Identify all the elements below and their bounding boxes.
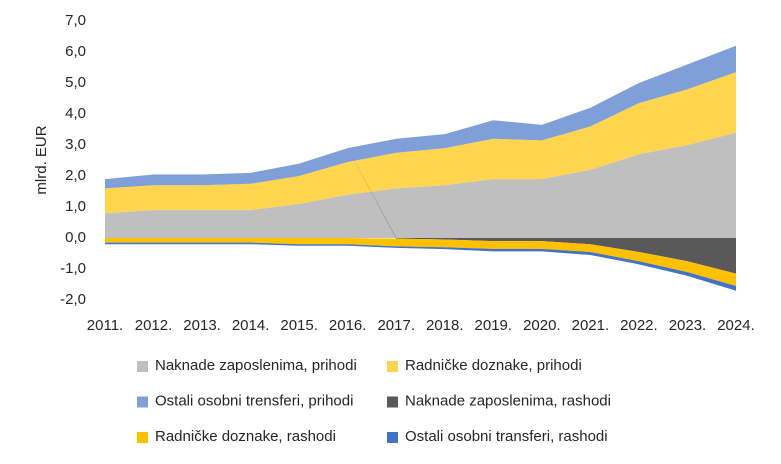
y-axis-label: mlrd. EUR — [33, 125, 50, 194]
x-tick-label: 2013. — [183, 317, 221, 334]
legend-swatch — [387, 432, 398, 443]
legend-label: Naknade zaposlenima, rashodi — [405, 392, 611, 409]
area — [105, 238, 736, 287]
y-tick-label: 2,0 — [65, 167, 86, 184]
legend-swatch — [137, 361, 148, 372]
y-tick-label: -1,0 — [60, 260, 86, 277]
x-tick-label: 2012. — [135, 317, 173, 334]
legend-label: Radničke doznake, prihodi — [405, 357, 582, 374]
area — [105, 132, 736, 238]
y-tick-label: -2,0 — [60, 291, 86, 308]
x-tick-label: 2015. — [280, 317, 318, 334]
x-tick-label: 2017. — [377, 317, 415, 334]
x-tick-label: 2019. — [475, 317, 513, 334]
legend-label: Radničke doznake, rashodi — [155, 428, 336, 445]
x-tick-label: 2024. — [717, 317, 755, 334]
x-tick-label: 2011. — [87, 317, 123, 334]
legend-swatch — [137, 432, 148, 443]
y-tick-label: 6,0 — [65, 43, 86, 60]
legend-label: Ostali osobni trensferi, prihodi — [155, 392, 353, 409]
area — [105, 72, 736, 214]
legend-swatch — [137, 396, 148, 408]
x-tick-label: 2022. — [620, 317, 658, 334]
legend-swatch — [387, 396, 398, 408]
y-tick-label: 0,0 — [65, 229, 86, 246]
y-tick-label: 5,0 — [65, 74, 86, 91]
x-tick-label: 2016. — [329, 317, 367, 334]
area — [105, 45, 736, 189]
y-tick-label: 7,0 — [65, 12, 86, 29]
y-tick-label: 3,0 — [65, 136, 86, 153]
x-tick-label: 2018. — [426, 317, 464, 334]
x-tick-label: 2023. — [669, 317, 707, 334]
legend-label: Naknade zaposlenima, prihodi — [155, 357, 357, 374]
y-tick-label: 4,0 — [65, 105, 86, 122]
area — [105, 148, 736, 274]
legend-swatch — [387, 361, 398, 372]
legend-label: Ostali osobni transferi, rashodi — [405, 428, 608, 445]
y-tick-label: 1,0 — [65, 198, 86, 215]
x-tick-label: 2014. — [232, 317, 270, 334]
x-tick-label: 2021. — [572, 317, 610, 334]
x-tick-label: 2020. — [523, 317, 561, 334]
